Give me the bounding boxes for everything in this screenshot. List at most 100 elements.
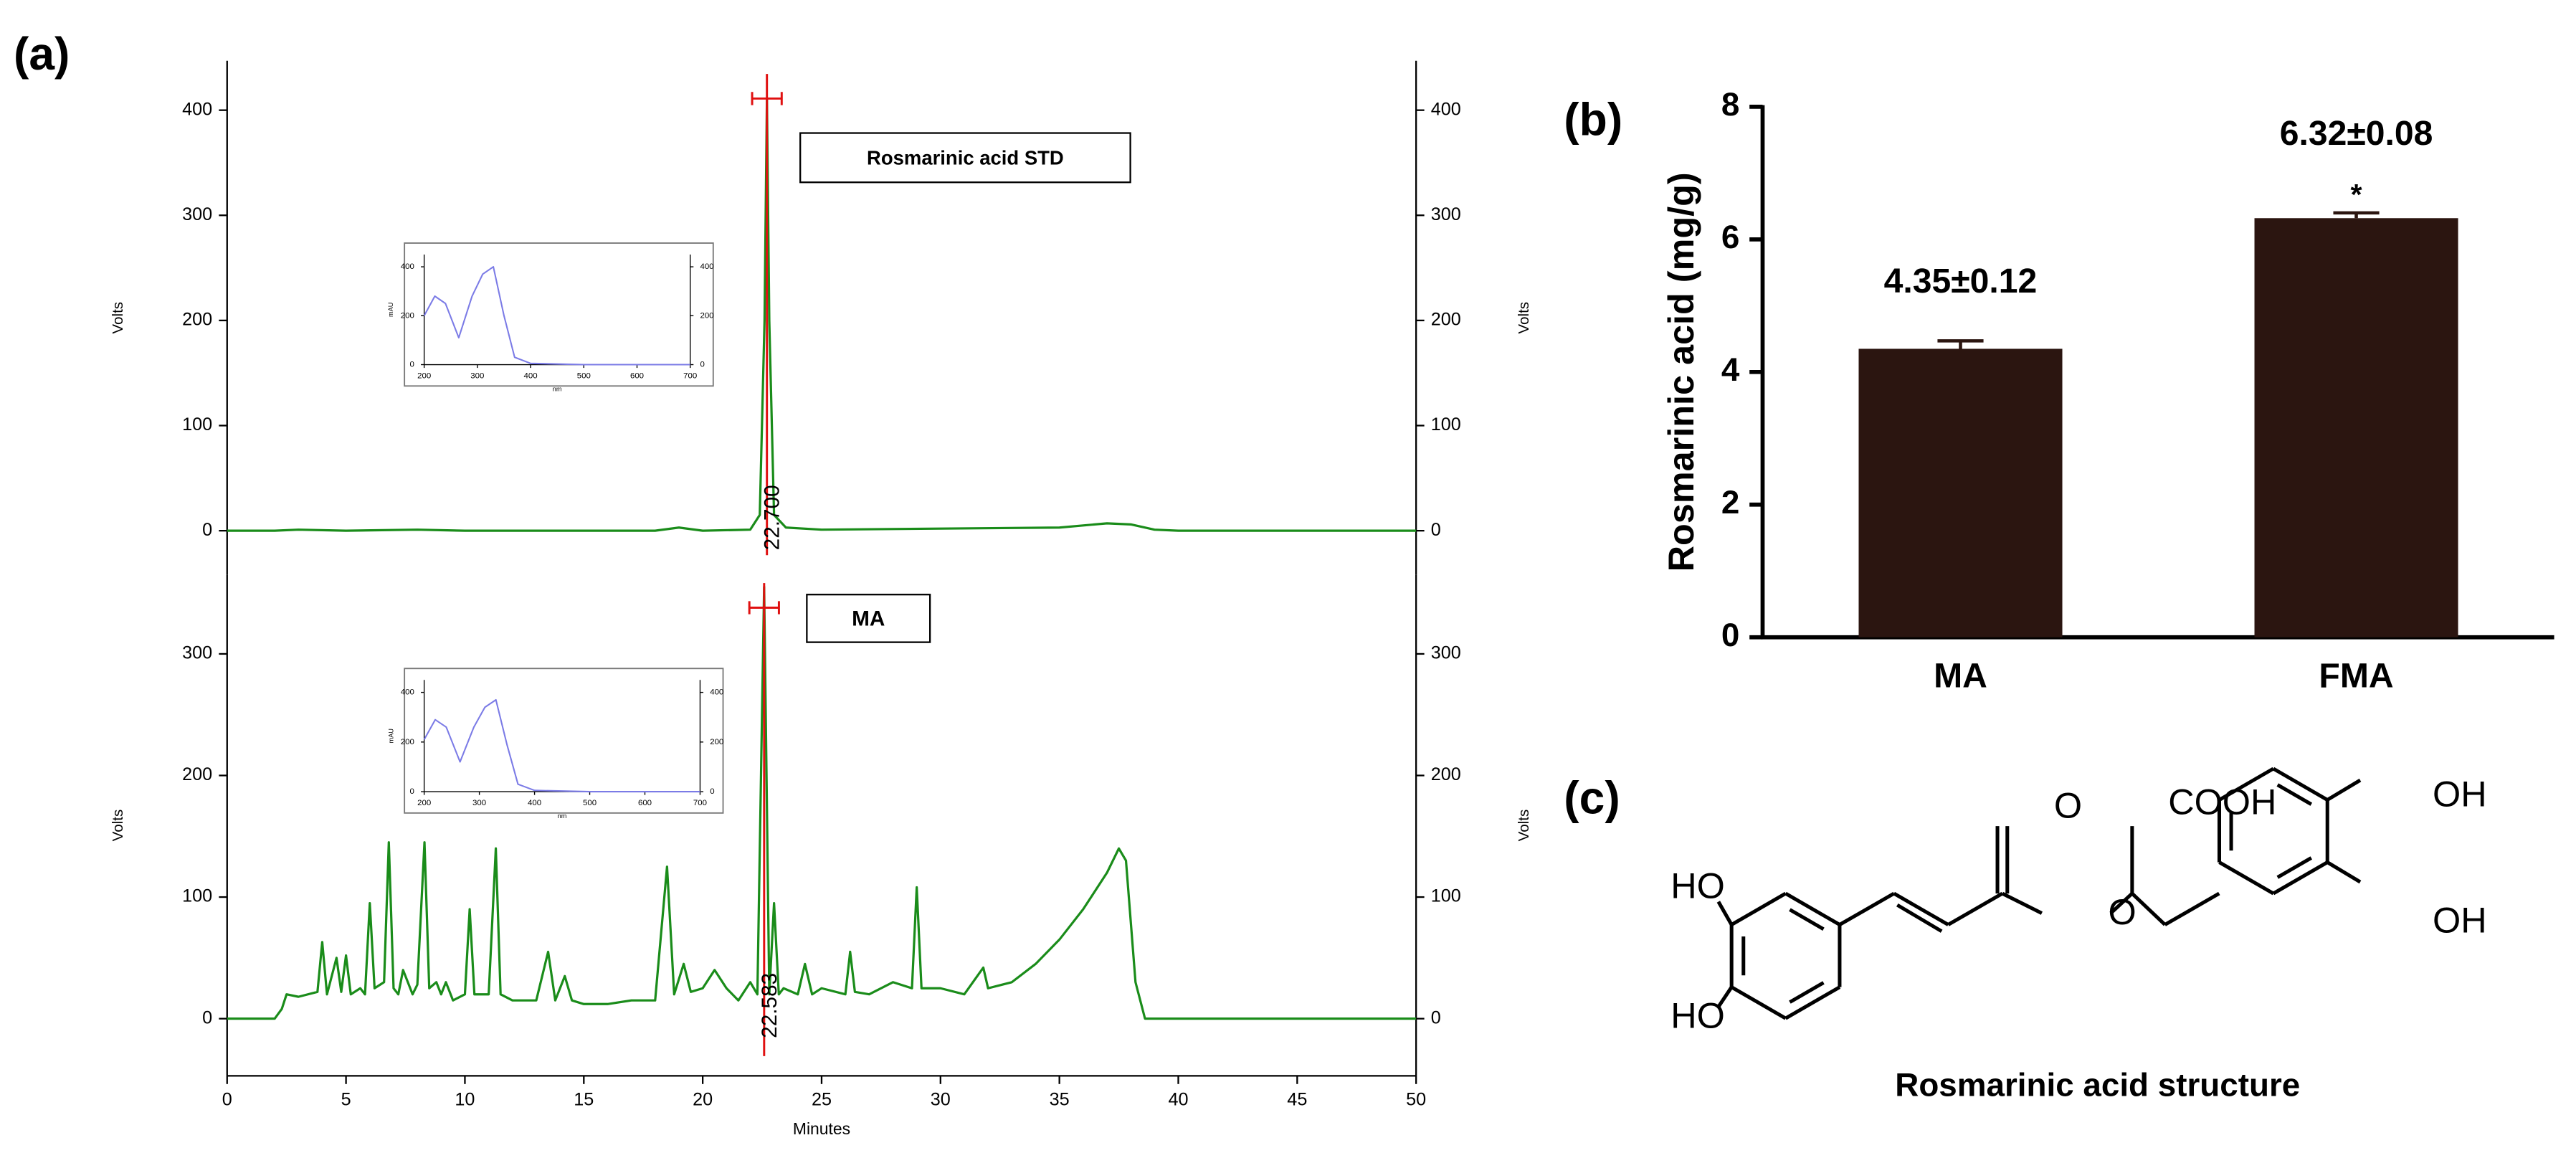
legend-box (799, 132, 1131, 184)
y-tick-label: 400 (182, 99, 212, 119)
x-axis-label: nm (558, 812, 567, 820)
bond (1947, 891, 2004, 926)
bond (1716, 986, 1734, 1008)
bond (2272, 860, 2329, 896)
peak-label: 22.700 (761, 485, 784, 550)
x-tick-label: 600 (638, 799, 652, 807)
x-tick-label: 35 (1050, 1089, 1070, 1109)
bond (2326, 860, 2362, 884)
error-bar (2333, 211, 2380, 219)
y-tick-label: 200 (182, 764, 212, 784)
atom-label: OH (2433, 773, 2487, 814)
peak-label: 22.583 (758, 973, 781, 1038)
bond (2131, 892, 2167, 926)
error-bar (1937, 339, 1984, 349)
x-tick-label: 500 (577, 372, 591, 381)
bond (1838, 891, 1895, 926)
atom-label: OH (2433, 900, 2487, 941)
bond (1730, 985, 1787, 1020)
x-tick-label: MA (1934, 657, 1987, 696)
y-axis-label: mAU (387, 303, 394, 317)
y-tick-label: 200 (182, 310, 212, 330)
y-tick-label-right: 0 (1431, 1007, 1441, 1028)
x-tick-label: 40 (1168, 1089, 1188, 1109)
y-tick-label: 400 (401, 262, 414, 271)
y-tick-label: 0 (410, 787, 414, 796)
y-tick-label: 300 (182, 643, 212, 663)
y-tick-label: 8 (1721, 86, 1739, 123)
peak-window (748, 601, 780, 615)
y-axis-label-right: Volts (1516, 302, 1532, 334)
x-axis-label: Minutes (793, 1119, 850, 1138)
bond (1789, 981, 1825, 1004)
bond (1789, 908, 1825, 931)
y-tick-label-right: 400 (710, 688, 723, 697)
y-tick-label: 300 (182, 204, 212, 224)
y-tick-label: 400 (401, 688, 414, 697)
bond (2109, 892, 2134, 915)
atom-label: HO (1670, 865, 1725, 906)
structure: HO HO O O COOH OH OH (1670, 767, 2487, 1035)
y-tick-label: 6 (1721, 219, 1739, 255)
legend-box (806, 594, 931, 643)
panel-label: (a) (14, 28, 70, 80)
atom-label: O (2054, 784, 2082, 825)
x-tick-label: 15 (574, 1089, 594, 1109)
y-tick-label-right: 100 (1431, 414, 1461, 435)
inset-frame (404, 668, 724, 814)
x-tick-label: 5 (341, 1089, 351, 1109)
x-axis-label: nm (553, 385, 562, 392)
legend-label: Rosmarinic acid STD (867, 146, 1064, 169)
y-tick-label: 4 (1721, 351, 1740, 388)
bond (2276, 783, 2313, 806)
y-tick-label-right: 300 (1431, 643, 1461, 663)
atom-label: COOH (2168, 782, 2276, 822)
y-tick-label-right: 400 (700, 262, 713, 271)
y-tick-label-right: 0 (710, 787, 714, 796)
bond (2218, 767, 2275, 802)
y-tick-label-right: 200 (700, 311, 713, 320)
x-tick-label: 50 (1406, 1089, 1426, 1109)
trace (423, 266, 690, 366)
bar (2254, 218, 2458, 637)
y-tick-label-right: 200 (710, 738, 723, 746)
x-tick-label: 0 (222, 1089, 232, 1109)
y-axis-label: mAU (387, 729, 394, 743)
y-tick-label-right: 0 (700, 361, 704, 369)
bond (2001, 891, 2043, 915)
inset-frame (404, 242, 714, 387)
x-tick-label: 200 (417, 799, 431, 807)
x-tick-label: 400 (528, 799, 541, 807)
x-tick-label: 25 (812, 1089, 832, 1109)
y-tick-label: 100 (182, 886, 212, 906)
peak-window (751, 92, 783, 105)
bond (1716, 901, 1734, 926)
y-tick-label: 0 (410, 361, 414, 369)
y-tick-label: 0 (1721, 617, 1739, 653)
bond (1784, 891, 1841, 926)
y-tick-label: 200 (401, 738, 414, 746)
y-tick-label: 0 (202, 1007, 212, 1028)
y-tick-label-right: 100 (1431, 886, 1461, 906)
trace (423, 698, 700, 793)
bond (1730, 891, 1787, 926)
y-axis-label: Volts (110, 302, 126, 334)
x-tick-label: 20 (693, 1089, 713, 1109)
x-tick-label: FMA (2319, 657, 2393, 696)
bar (1858, 348, 2063, 637)
x-tick-label: 600 (630, 372, 644, 381)
y-tick-label-right: 0 (1431, 520, 1441, 540)
trace (227, 586, 1417, 1020)
x-tick-label: 45 (1287, 1089, 1307, 1109)
y-tick-label-right: 300 (1431, 204, 1461, 224)
value-label: 4.35±0.12 (1884, 262, 2038, 300)
x-tick-label: 300 (472, 799, 486, 807)
legend-label: MA (852, 607, 885, 631)
bond (2272, 767, 2329, 802)
y-tick-label: 100 (182, 414, 212, 435)
x-tick-label: 500 (583, 799, 597, 807)
x-tick-label: 700 (693, 799, 707, 807)
bond (2164, 891, 2220, 926)
